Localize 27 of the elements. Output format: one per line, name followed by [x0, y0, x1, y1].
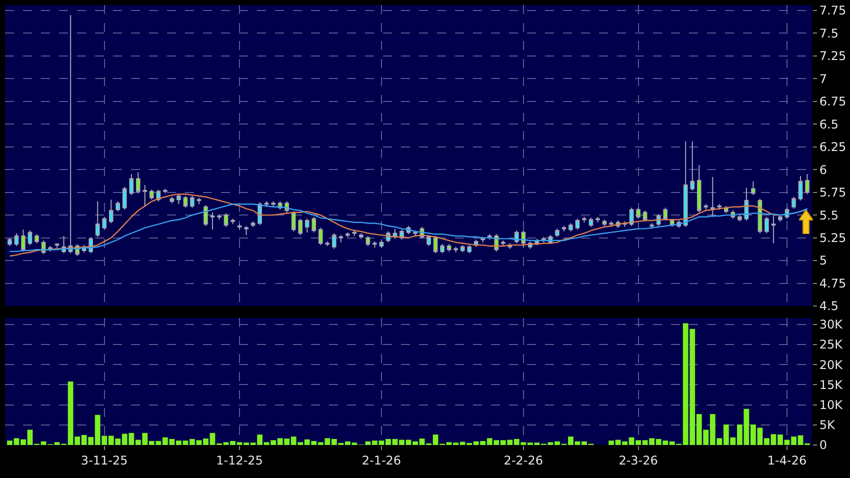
x-tick-label: 3-11-25: [80, 453, 128, 468]
y-tick-label: 6.5: [819, 117, 838, 132]
y-tick-label: 5.5: [819, 208, 838, 222]
x-tick-label: 2-2-26: [504, 453, 543, 468]
y-tick-label: 6.25: [819, 140, 846, 154]
y-tick-label: 25K: [819, 338, 844, 352]
y-tick-label: 5: [819, 254, 828, 268]
x-tick-label: 1-4-26: [767, 453, 807, 468]
y-tick-label: 15K: [819, 378, 844, 392]
y-tick-label: 7: [819, 72, 828, 86]
y-tick-label: 6.75: [819, 94, 846, 109]
y-tick-label: 5K: [819, 418, 836, 432]
y-tick-label: 7.5: [819, 26, 838, 40]
y-tick-label: 5.75: [819, 186, 846, 200]
y-tick-label: 7.75: [819, 4, 846, 18]
x-tick-label: 2-3-26: [618, 453, 658, 468]
y-tick-label: 0: [819, 438, 828, 452]
y-tick-label: 10K: [819, 398, 844, 412]
x-tick-label: 2-1-26: [362, 453, 402, 468]
y-tick-label: 6: [819, 162, 828, 177]
y-tick-label: 4.75: [819, 276, 846, 290]
y-tick-label: 30K: [819, 318, 844, 332]
x-tick-label: 1-12-25: [216, 453, 263, 468]
y-tick-label: 5.25: [819, 231, 846, 245]
y-tick-label: 4.5: [819, 299, 838, 314]
y-tick-label: 7.25: [819, 49, 846, 64]
y-tick-label: 20K: [819, 358, 844, 372]
